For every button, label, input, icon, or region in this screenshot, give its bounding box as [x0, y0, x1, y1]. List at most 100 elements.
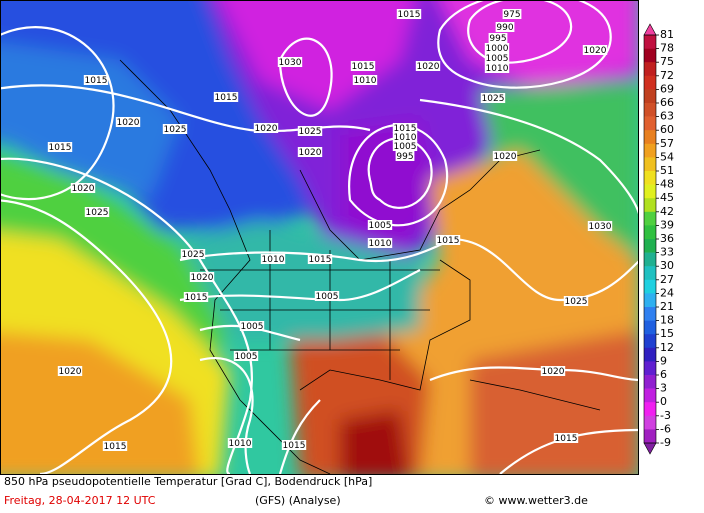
isobar-label: 995: [489, 34, 506, 44]
isobar-label: 1015: [85, 76, 108, 86]
isobar-label-bg: [484, 53, 510, 63]
color-band: [644, 130, 656, 145]
color-band: [644, 293, 656, 308]
scale-tick-label: 48: [660, 178, 674, 191]
isobar-label: 995: [396, 152, 413, 162]
isobar-label-bg: [492, 151, 518, 161]
isobar-label: 1025: [565, 297, 588, 307]
isobar-label: 1015: [49, 143, 72, 153]
isobar-label-bg: [587, 221, 613, 231]
footer-title: 850 hPa pseudopotentielle Temperatur [Gr…: [4, 475, 372, 488]
isobar-label: 1015: [398, 10, 421, 20]
isobar-label: 1005: [235, 352, 258, 362]
isobar-label: 1020: [59, 367, 82, 377]
color-scale: 8178757269666360575451484542393633302724…: [643, 23, 674, 455]
color-band: [644, 320, 656, 335]
isobar-label: 1020: [117, 118, 140, 128]
scale-tick-label: -9: [660, 436, 671, 449]
isobar-label: 1025: [164, 125, 187, 135]
isobar-label: 1015: [555, 434, 578, 444]
footer-source: © www.wetter3.de: [484, 494, 588, 507]
color-band: [644, 361, 656, 376]
isobar-label-bg: [396, 9, 422, 19]
color-band: [644, 62, 656, 77]
isobar-label: 1005: [241, 322, 264, 332]
isobar-label-bg: [47, 142, 73, 152]
scale-tick-label: 30: [660, 259, 674, 272]
scale-tick-label: -6: [660, 422, 671, 435]
isobar-label: 1020: [417, 62, 440, 72]
scale-tick-label: -3: [660, 409, 671, 422]
isobar-label-bg: [582, 45, 608, 55]
scale-tick-label: 81: [660, 28, 674, 41]
isobar-label-bg: [227, 438, 253, 448]
coastlines: [119, 59, 601, 474]
footer-date: Freitag, 28-04-2017 12 UTC: [4, 494, 156, 507]
scale-tick-label: 3: [660, 382, 667, 395]
isobar-label-bg: [502, 9, 522, 19]
color-band: [644, 48, 656, 63]
isobar-label: 1015: [215, 93, 238, 103]
scale-tick-label: 9: [660, 354, 667, 367]
isobar-label-bg: [213, 92, 239, 102]
isobar-label-bg: [281, 440, 307, 450]
scale-tick-label: 63: [660, 110, 674, 123]
color-band: [644, 211, 656, 226]
isobar-label-bg: [563, 296, 589, 306]
isobar-label-bg: [260, 254, 286, 264]
scale-tick-label: 69: [660, 82, 674, 95]
color-band: [644, 279, 656, 294]
isobar-label: 1010: [262, 255, 285, 265]
isobar-label-bg: [183, 292, 209, 302]
isobar-label: 1015: [437, 236, 460, 246]
scale-tick-label: 27: [660, 273, 674, 286]
isobar-label-bg: [352, 75, 378, 85]
scale-tick-label: 60: [660, 123, 674, 136]
isobar-label-bg: [488, 33, 508, 43]
scale-tick-label: 18: [660, 314, 674, 327]
scale-tick-label: 36: [660, 232, 674, 245]
color-band: [644, 334, 656, 349]
isobar-label: 1020: [72, 184, 95, 194]
color-band: [644, 375, 656, 389]
scale-tick-label: 54: [660, 150, 674, 163]
scale-tick-label: 42: [660, 205, 674, 218]
isobar-label-bg: [57, 366, 83, 376]
isobar-label: 1025: [482, 94, 505, 104]
isobar-label-bg: [495, 22, 515, 32]
color-band: [644, 143, 656, 158]
scale-tick-label: 24: [660, 286, 674, 299]
isobar-label-bg: [540, 366, 566, 376]
isobar-label: 1015: [394, 124, 417, 134]
scale-tick-label: 15: [660, 327, 674, 340]
isobar-label: 975: [503, 10, 520, 20]
isobar-label: 1025: [86, 208, 109, 218]
isobar-label: 1005: [369, 221, 392, 231]
isobar-label-bg: [115, 117, 141, 127]
color-band: [644, 347, 656, 362]
isobar-label-bg: [553, 433, 579, 443]
color-band: [644, 402, 656, 417]
color-band: [644, 75, 656, 90]
isobar-label-bg: [392, 123, 418, 133]
isobar-label: 990: [496, 23, 513, 33]
color-band: [644, 171, 656, 185]
isobar-label: 1020: [494, 152, 517, 162]
isobar-label-bg: [367, 220, 393, 230]
isobar-label: 1020: [191, 273, 214, 283]
isobar-label: 1015: [283, 441, 306, 451]
isobar-label: 1020: [255, 124, 278, 134]
isobar-label: 1000: [486, 44, 509, 54]
isobar-label: 1025: [299, 127, 322, 137]
isobar-label: 1020: [299, 148, 322, 158]
scale-tick-label: 45: [660, 191, 674, 204]
isobar-label: 1005: [486, 54, 509, 64]
color-band: [644, 252, 656, 267]
color-band: [644, 116, 656, 131]
isobar-label: 1020: [542, 367, 565, 377]
scale-arrow-top: [643, 23, 657, 36]
scale-tick-label: 6: [660, 368, 667, 381]
isobar-label: 1005: [394, 142, 417, 152]
